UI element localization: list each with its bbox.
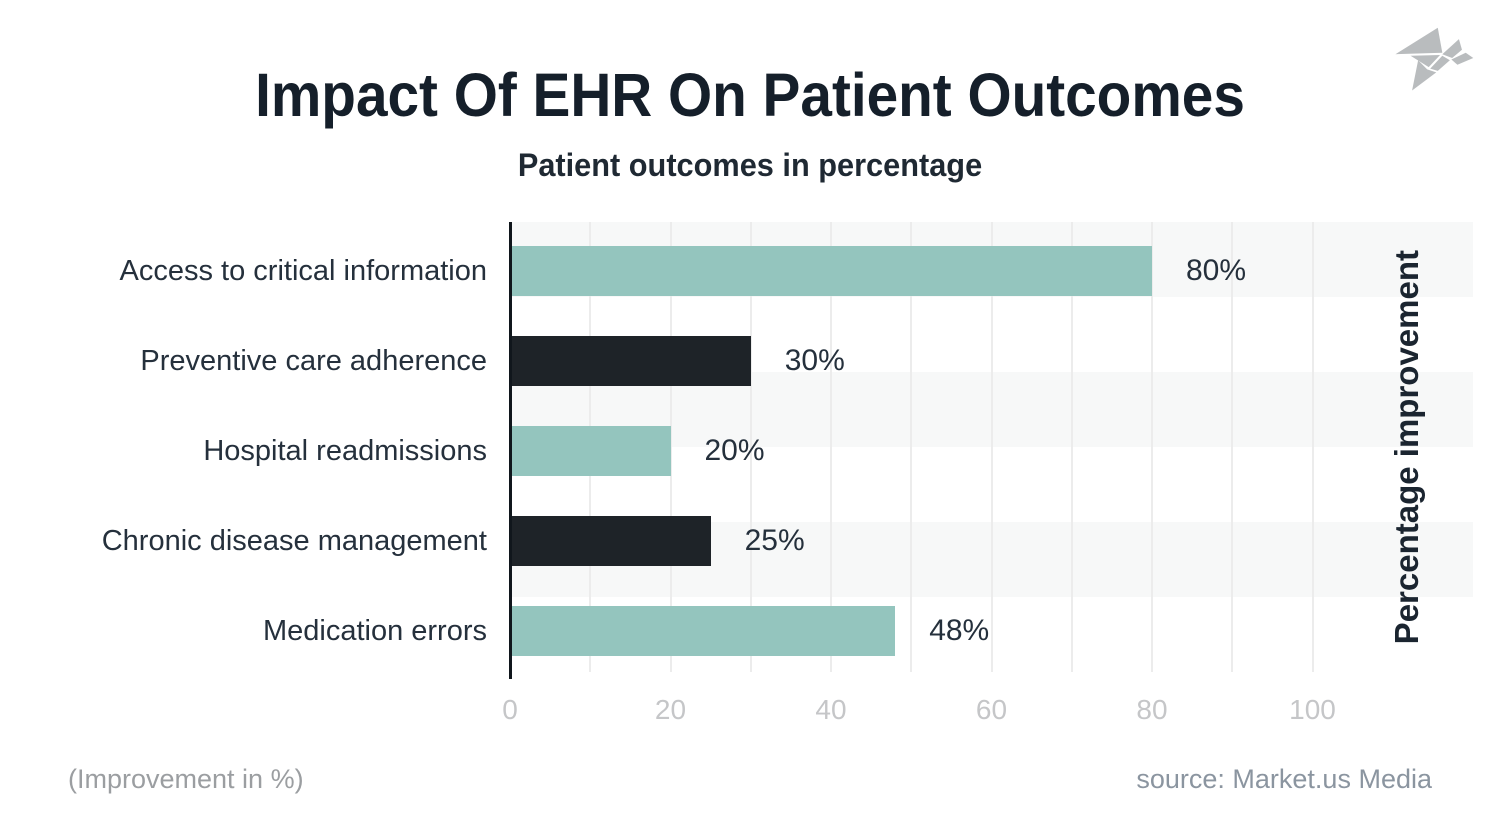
x-tick-100: 100 (1289, 694, 1336, 725)
category-label-1: Preventive care adherence (140, 344, 487, 377)
category-axis-labels: Access to critical information Preventive… (0, 222, 487, 672)
gridline-60 (990, 222, 993, 672)
bar-value-2: 20% (704, 434, 765, 467)
bar-value-3: 25% (744, 524, 805, 557)
bar-2 (510, 426, 671, 476)
x-tick-20: 20 (654, 694, 687, 725)
right-axis-label-wrap: Percentage improvement (1382, 222, 1432, 672)
gridline-30 (749, 222, 752, 672)
x-tick-80: 80 (1136, 694, 1168, 725)
x-tick-40: 40 (815, 694, 847, 725)
bar-0 (510, 246, 1152, 296)
chart-subtitle: Patient outcomes in percentage (517, 147, 983, 183)
bar-value-1: 30% (784, 344, 845, 377)
chart-title: Impact Of EHR On Patient Outcomes (255, 61, 1245, 129)
improvement-note: (Improvement in %) (68, 764, 304, 794)
bar-value-0: 80% (1186, 254, 1247, 287)
gridline-40 (830, 222, 832, 672)
bar-1 (510, 336, 751, 386)
category-label-4: Medication errors (262, 614, 487, 647)
x-axis-tick-labels: 0 20 40 60 80 100 (502, 694, 1473, 728)
bar-4 (510, 606, 896, 656)
origami-bird-logo-icon (1392, 24, 1476, 92)
gridline-50 (910, 222, 913, 672)
x-tick-60: 60 (975, 694, 1008, 725)
bar-3 (510, 516, 711, 566)
gridline-20 (669, 222, 672, 672)
plot-area: 80% 30% 20% 25% 48% (510, 222, 1473, 672)
right-axis-label: Percentage improvement (1388, 249, 1425, 645)
category-label-3: Chronic disease management (101, 524, 487, 557)
gridline-100 (1311, 222, 1314, 672)
category-label-2: Hospital readmissions (203, 434, 487, 467)
gridline-80 (1151, 222, 1153, 672)
bar-value-4: 48% (929, 614, 990, 647)
y-axis-line (509, 222, 512, 679)
source-credit: source: Market.us Media (1136, 764, 1432, 794)
x-tick-0: 0 (502, 694, 518, 725)
gridline-90 (1231, 222, 1234, 672)
gridline-70 (1070, 222, 1073, 672)
category-label-0: Access to critical information (119, 254, 487, 287)
